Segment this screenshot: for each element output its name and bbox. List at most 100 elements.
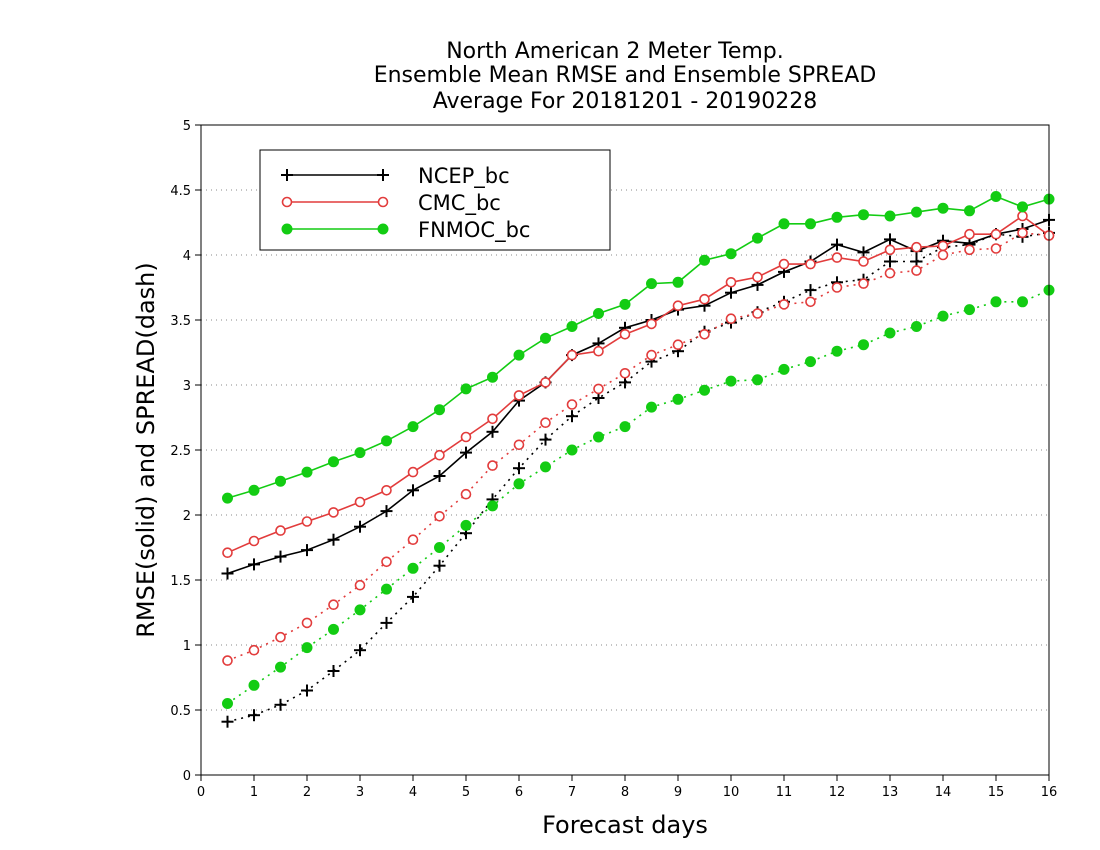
x-tick-label-13: 13 [882,785,899,800]
point-fnmoc-bc-rmse-3 [301,466,313,478]
point-fnmoc-bc-rmse-29 [990,191,1002,202]
point-cmc-bc-rmse-13 [566,349,578,361]
legend-marker-start-fnmoc-bc [281,223,293,235]
title-line-1: North American 2 Meter Temp. [446,39,784,64]
series-cmc-bc-spread [222,227,1055,666]
point-cmc-bc-rmse-11 [513,390,525,401]
point-cmc-bc-spread-5 [354,579,366,591]
point-cmc-bc-spread-23 [831,282,843,293]
point-fnmoc-bc-rmse-19 [725,248,737,260]
point-fnmoc-bc-spread-23 [831,345,843,357]
point-cmc-bc-spread-4 [328,599,339,611]
point-cmc-bc-spread-27 [937,249,949,261]
point-cmc-bc-spread-11 [513,439,525,451]
point-fnmoc-bc-rmse-12 [540,332,551,344]
point-ncep-bc-spread-1 [248,709,260,722]
point-fnmoc-bc-spread-29 [990,296,1002,308]
point-fnmoc-bc-rmse-5 [354,447,366,459]
x-tick-label-16: 16 [1041,785,1058,800]
point-fnmoc-bc-spread-27 [937,310,949,322]
point-fnmoc-bc-spread-21 [778,363,790,375]
point-ncep-bc-rmse-8 [433,470,446,482]
point-cmc-bc-rmse-8 [434,449,445,461]
point-fnmoc-bc-spread-10 [487,500,498,512]
point-cmc-bc-spread-30 [1017,227,1028,239]
point-fnmoc-bc-rmse-22 [805,218,816,230]
y-tick-label-10: 5 [183,119,191,134]
x-tick-label-14: 14 [935,785,952,800]
point-fnmoc-bc-spread-30 [1017,296,1028,308]
point-cmc-bc-rmse-25 [884,244,896,256]
point-ncep-bc-spread-3 [301,684,313,697]
point-ncep-bc-spread-6 [380,616,393,629]
x-tick-label-15: 15 [988,785,1005,800]
point-cmc-bc-spread-0 [222,655,233,666]
legend-marker-end-cmc-bc [377,196,389,208]
series-fnmoc-bc-rmse [222,191,1055,504]
point-cmc-bc-rmse-28 [964,228,975,240]
point-fnmoc-bc-rmse-18 [699,254,710,266]
point-ncep-bc-spread-12 [539,433,552,446]
y-tick-label-7: 3.5 [170,314,191,329]
point-cmc-bc-spread-3 [301,617,313,629]
point-ncep-bc-rmse-19 [725,286,737,299]
point-cmc-bc-spread-2 [275,631,286,643]
point-cmc-bc-spread-18 [699,328,710,340]
point-fnmoc-bc-rmse-8 [434,404,445,416]
point-cmc-bc-spread-1 [248,644,260,656]
point-ncep-bc-rmse-9 [460,446,472,459]
x-tick-label-8: 8 [621,785,629,800]
series-ncep-bc-rmse [221,213,1055,580]
point-cmc-bc-rmse-16 [646,318,657,330]
point-cmc-bc-rmse-3 [301,516,313,527]
legend-box [259,149,611,251]
legend-entry-ncep-bc: NCEP_bc [281,164,510,189]
point-fnmoc-bc-rmse-4 [328,456,339,468]
point-cmc-bc-rmse-10 [487,413,498,425]
point-cmc-bc-spread-28 [964,244,975,256]
point-cmc-bc-rmse-14 [593,345,604,357]
point-fnmoc-bc-rmse-17 [672,276,684,288]
point-fnmoc-bc-rmse-10 [487,371,498,383]
point-cmc-bc-rmse-17 [672,300,684,312]
point-cmc-bc-spread-19 [725,313,737,325]
point-ncep-bc-spread-11 [513,462,525,475]
legend-entry-fnmoc-bc: FNMOC_bc [281,218,530,243]
point-cmc-bc-rmse-20 [752,271,763,283]
point-ncep-bc-rmse-25 [884,233,896,246]
legend-label-cmc-bc: CMC_bc [418,191,501,216]
point-cmc-bc-rmse-7 [407,466,419,478]
point-fnmoc-bc-spread-9 [460,519,472,531]
point-fnmoc-bc-spread-28 [964,304,975,316]
point-fnmoc-bc-spread-6 [381,583,392,595]
point-ncep-bc-spread-2 [274,698,287,711]
point-cmc-bc-rmse-0 [222,547,233,559]
point-cmc-bc-rmse-12 [540,377,551,388]
point-cmc-bc-rmse-6 [381,484,392,496]
point-ncep-bc-rmse-2 [274,550,287,563]
chart-title: North American 2 Meter Temp. Ensemble Me… [374,39,877,114]
series-line-fnmoc-bc-spread [227,289,1050,705]
legend-label-fnmoc-bc: FNMOC_bc [418,218,530,243]
y-tick-label-3: 1.5 [170,574,191,589]
point-cmc-bc-spread-21 [778,299,790,310]
point-fnmoc-bc-spread-22 [805,356,816,368]
x-tick-label-0: 0 [197,785,205,800]
point-ncep-bc-spread-8 [433,559,446,572]
point-fnmoc-bc-rmse-7 [407,421,419,433]
series-line-ncep-bc-rmse [227,219,1050,575]
series-line-ncep-bc-spread [227,232,1050,723]
point-cmc-bc-spread-16 [646,349,657,361]
point-fnmoc-bc-rmse-9 [460,383,472,395]
point-cmc-bc-spread-8 [434,510,445,522]
point-ncep-bc-rmse-3 [301,544,313,557]
point-fnmoc-bc-rmse-23 [831,211,843,223]
point-ncep-bc-rmse-6 [380,505,393,518]
point-cmc-bc-rmse-4 [328,507,339,518]
point-fnmoc-bc-rmse-6 [381,435,392,447]
point-fnmoc-bc-spread-4 [328,623,339,635]
point-fnmoc-bc-spread-19 [725,375,737,387]
legend-marker-start-cmc-bc [281,196,293,208]
